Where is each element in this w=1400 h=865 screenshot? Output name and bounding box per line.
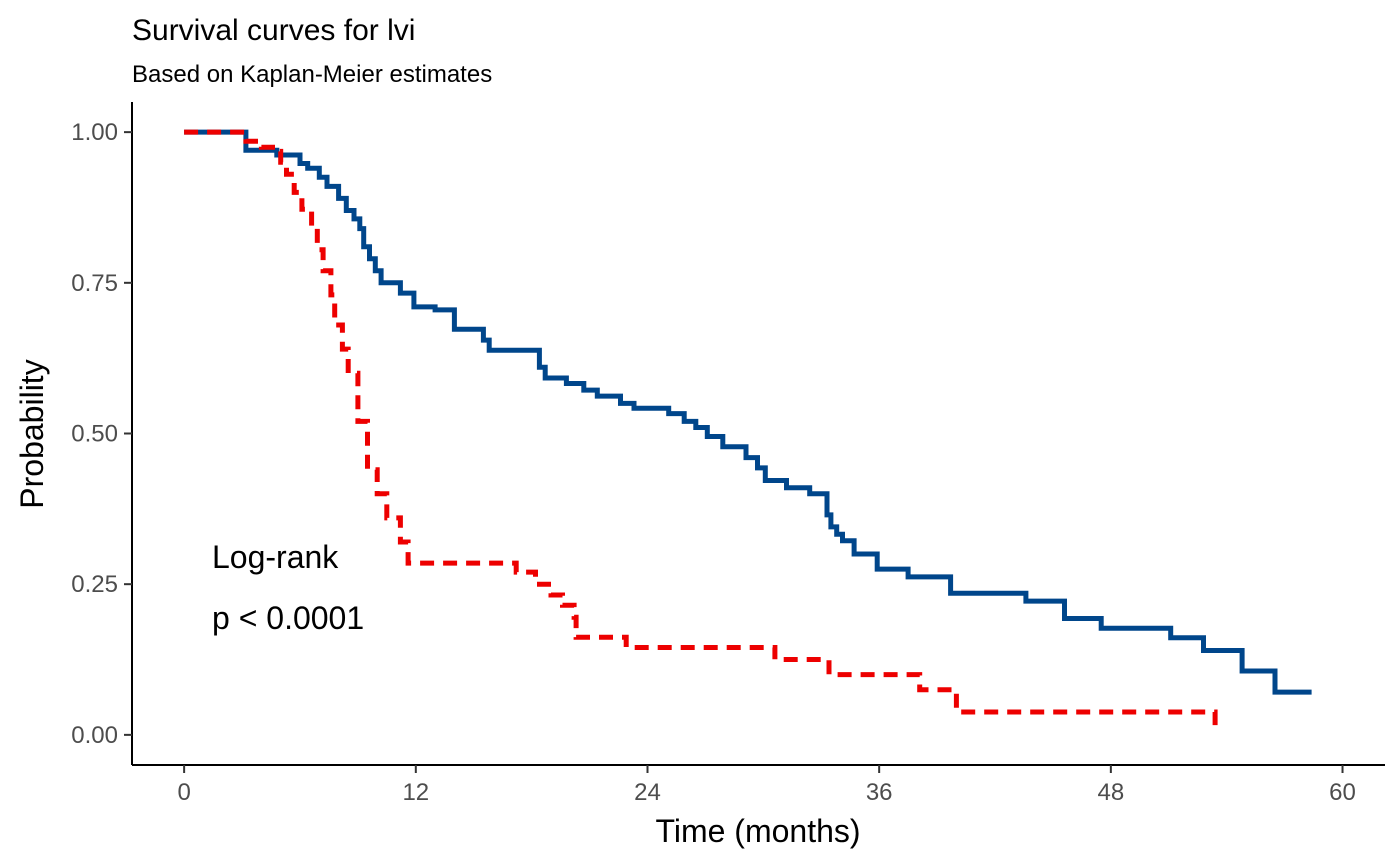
x-tick-label: 24 bbox=[634, 779, 661, 806]
pvalue-label: p < 0.0001 bbox=[212, 600, 364, 636]
y-tick-label: 0.00 bbox=[71, 722, 118, 749]
y-tick-label: 1.00 bbox=[71, 119, 118, 146]
y-axis-title: Probability bbox=[14, 359, 50, 508]
y-tick-label: 0.25 bbox=[71, 571, 118, 598]
x-tick-label: 48 bbox=[1097, 779, 1124, 806]
survival-curve-1 bbox=[184, 129, 1218, 734]
x-axis-ticks: 0 12 24 36 48 60 bbox=[177, 765, 1356, 806]
chart-subtitle: Based on Kaplan-Meier estimates bbox=[132, 61, 492, 88]
x-tick-label: 0 bbox=[177, 779, 190, 806]
chart-title: Survival curves for lvi bbox=[132, 14, 415, 47]
survival-curve-0 bbox=[184, 129, 1312, 695]
x-tick-label: 12 bbox=[402, 779, 429, 806]
x-tick-label: 60 bbox=[1329, 779, 1356, 806]
y-tick-label: 0.75 bbox=[71, 270, 118, 297]
y-tick-label: 0.50 bbox=[71, 421, 118, 448]
x-tick-label: 36 bbox=[866, 779, 893, 806]
x-axis-title: Time (months) bbox=[655, 813, 860, 849]
series-layer bbox=[184, 129, 1312, 734]
y-axis-ticks: 0.00 0.25 0.50 0.75 1.00 bbox=[71, 119, 132, 749]
logrank-label: Log-rank bbox=[212, 539, 339, 575]
